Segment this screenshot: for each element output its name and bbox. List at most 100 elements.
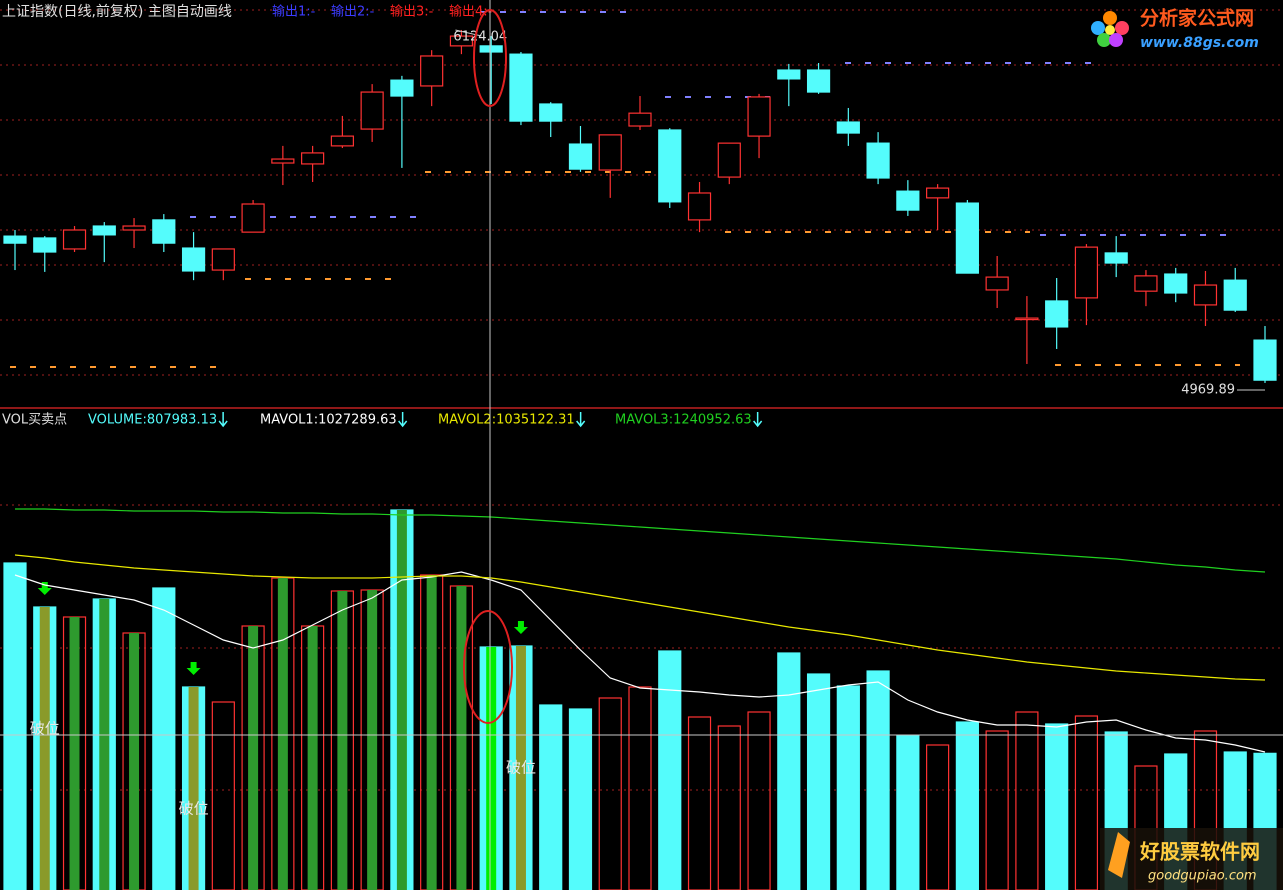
volume-bar-inner bbox=[277, 578, 288, 890]
candle-body bbox=[360, 91, 384, 130]
legend-entry: 输出2:- bbox=[331, 4, 375, 20]
volume-bar-inner bbox=[248, 626, 259, 890]
grid-dots bbox=[0, 9, 1283, 791]
plot: 输出1:- 输出2:- 输出3:- 输出4:-6124.044969.89VOLUME… bbox=[3, 4, 1277, 890]
candle-body bbox=[1015, 317, 1039, 321]
pointer bbox=[455, 29, 482, 37]
volume-bar bbox=[598, 697, 622, 890]
logo-title: 好股票软件网 bbox=[1139, 840, 1260, 864]
volume-bar bbox=[866, 670, 890, 890]
ma-line bbox=[14, 554, 1266, 681]
candle-body bbox=[1134, 275, 1158, 292]
volume-bar bbox=[1193, 730, 1218, 890]
petal bbox=[1105, 25, 1115, 35]
legend-entry: MAVOL2:1035122.31 bbox=[438, 413, 575, 428]
volume-bar bbox=[896, 735, 920, 890]
volume-bar-inner bbox=[39, 607, 50, 890]
legend-entry: VOLUME:807983.13 bbox=[88, 413, 217, 428]
candle-body bbox=[92, 225, 116, 236]
volume-bar-inner bbox=[129, 633, 140, 890]
candle-body bbox=[1193, 284, 1218, 306]
volume-bar bbox=[658, 650, 682, 890]
logo-bottom: 好股票软件网 goodgupiao.com bbox=[1100, 828, 1283, 890]
logo-icon bbox=[1108, 832, 1130, 878]
signal-label: 破位 bbox=[30, 720, 60, 738]
legend-arrow bbox=[753, 412, 763, 428]
panel-title: VOL买卖点 bbox=[2, 413, 67, 428]
legend-entry: MAVOL1:1027289.63 bbox=[260, 413, 397, 428]
legend-entry: 输出1:- bbox=[272, 4, 316, 20]
hand-circle bbox=[473, 9, 507, 107]
legend-arrow bbox=[398, 412, 408, 428]
candle-body bbox=[390, 79, 414, 97]
candle-body bbox=[747, 96, 771, 137]
candle-body bbox=[777, 69, 801, 80]
petal bbox=[1115, 21, 1129, 35]
volume-bar bbox=[985, 730, 1009, 890]
ma-line bbox=[15, 508, 1266, 573]
ma-line bbox=[14, 571, 1266, 753]
volume-bar-inner bbox=[188, 687, 199, 890]
volume-bar bbox=[568, 708, 593, 890]
candle-body bbox=[926, 187, 950, 199]
candle-body bbox=[241, 203, 265, 233]
signal-arrow bbox=[186, 662, 201, 675]
logo-url: www.88gs.com bbox=[1140, 35, 1259, 51]
candle-body bbox=[985, 276, 1009, 291]
candle-body bbox=[717, 142, 741, 178]
legend-entry: 输出3:- bbox=[390, 4, 434, 20]
legend-arrow bbox=[576, 412, 586, 428]
candle-body bbox=[3, 235, 27, 244]
candle-body bbox=[806, 69, 831, 93]
candle-body bbox=[449, 35, 474, 47]
candle-body bbox=[122, 225, 146, 231]
volume-bar bbox=[806, 673, 831, 890]
volume-bar-inner bbox=[426, 575, 437, 890]
legend-entry: MAVOL3:1240952.63 bbox=[615, 413, 752, 428]
petal bbox=[1109, 33, 1123, 47]
candle-body bbox=[658, 129, 682, 203]
candle-body bbox=[866, 142, 890, 179]
volume-bar bbox=[1045, 723, 1069, 890]
candle-body bbox=[33, 237, 57, 253]
candle-body bbox=[152, 219, 176, 244]
volume-bar-inner bbox=[337, 591, 348, 890]
chart-title: 上证指数(日线,前复权) 主图自动画线 bbox=[2, 3, 232, 20]
volume-bar-inner bbox=[486, 647, 497, 890]
candle-body bbox=[836, 121, 860, 134]
petal bbox=[1097, 33, 1111, 47]
volume-bar bbox=[628, 686, 652, 890]
volume-bar-inner bbox=[396, 510, 407, 890]
signal-label: 破位 bbox=[179, 800, 209, 818]
volume-bar bbox=[955, 721, 979, 890]
candle-body bbox=[1104, 252, 1128, 264]
candle-body bbox=[687, 192, 712, 221]
volume-bar bbox=[687, 716, 712, 890]
candle-body bbox=[1074, 246, 1099, 299]
candle-body bbox=[896, 190, 920, 211]
volume-bar bbox=[539, 704, 563, 890]
volume-bar-inner bbox=[307, 626, 318, 890]
candle-body bbox=[479, 45, 503, 53]
candle-body bbox=[1253, 339, 1277, 381]
volume-bar bbox=[3, 562, 27, 890]
petal bbox=[1103, 11, 1117, 25]
candle-body bbox=[211, 248, 235, 271]
logo-url: goodgupiao.com bbox=[1148, 869, 1257, 884]
logo-title: 分析家公式网 bbox=[1140, 7, 1254, 30]
candle-body bbox=[62, 229, 87, 250]
volume-bar bbox=[717, 725, 741, 890]
volume-bar-inner bbox=[99, 599, 110, 890]
candle-body bbox=[509, 53, 533, 122]
signal-label: 破位 bbox=[506, 759, 536, 777]
hand-circle bbox=[463, 610, 513, 724]
low-label: 4969.89 bbox=[1181, 382, 1235, 397]
volume-bar-inner bbox=[456, 586, 467, 890]
volume-bar bbox=[926, 744, 950, 890]
volume-bar-inner bbox=[515, 646, 526, 890]
candle-body bbox=[181, 247, 206, 272]
logo-bg bbox=[1100, 828, 1283, 890]
logo-top: 分析家公式网 www.88gs.com bbox=[1091, 7, 1259, 51]
